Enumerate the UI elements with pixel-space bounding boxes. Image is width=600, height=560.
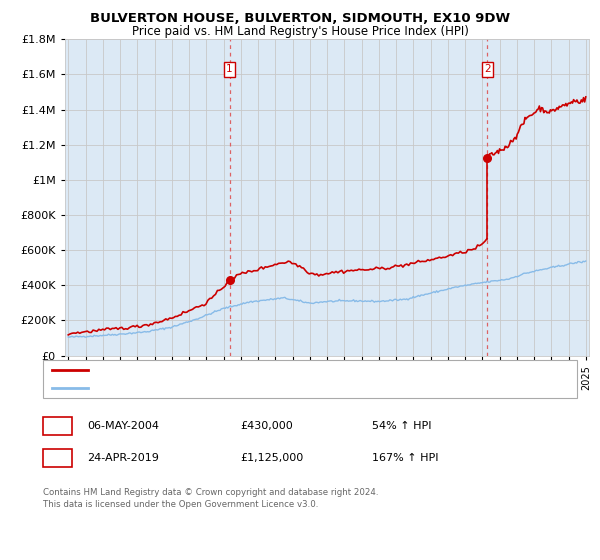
Text: 24-APR-2019: 24-APR-2019 bbox=[87, 453, 159, 463]
Text: £1,125,000: £1,125,000 bbox=[240, 453, 303, 463]
Text: £430,000: £430,000 bbox=[240, 421, 293, 431]
Text: 54% ↑ HPI: 54% ↑ HPI bbox=[372, 421, 431, 431]
Text: 167% ↑ HPI: 167% ↑ HPI bbox=[372, 453, 439, 463]
Text: 2: 2 bbox=[484, 64, 491, 74]
Text: 2: 2 bbox=[54, 451, 61, 465]
Text: BULVERTON HOUSE, BULVERTON, SIDMOUTH, EX10 9DW: BULVERTON HOUSE, BULVERTON, SIDMOUTH, EX… bbox=[90, 12, 510, 25]
Text: Price paid vs. HM Land Registry's House Price Index (HPI): Price paid vs. HM Land Registry's House … bbox=[131, 25, 469, 38]
Text: BULVERTON HOUSE, BULVERTON, SIDMOUTH, EX10 9DW (detached house): BULVERTON HOUSE, BULVERTON, SIDMOUTH, EX… bbox=[95, 365, 484, 375]
Text: Contains HM Land Registry data © Crown copyright and database right 2024.: Contains HM Land Registry data © Crown c… bbox=[43, 488, 379, 497]
Text: 1: 1 bbox=[226, 64, 233, 74]
Text: This data is licensed under the Open Government Licence v3.0.: This data is licensed under the Open Gov… bbox=[43, 500, 319, 508]
Text: 1: 1 bbox=[54, 419, 61, 432]
Text: HPI: Average price, detached house, East Devon: HPI: Average price, detached house, East… bbox=[95, 383, 347, 393]
Text: 06-MAY-2004: 06-MAY-2004 bbox=[87, 421, 159, 431]
